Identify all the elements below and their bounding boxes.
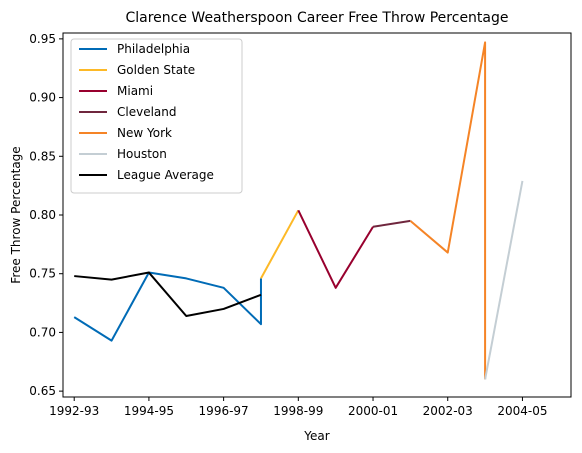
y-tick-label-2: 0.75 (29, 267, 56, 281)
x-tick-label-2: 1996-97 (199, 404, 249, 418)
series-line-6 (74, 271, 262, 317)
y-tick-label-3: 0.80 (29, 208, 56, 222)
x-tick-label-0: 1992-93 (49, 404, 99, 418)
x-axis-title: Year (303, 429, 329, 443)
legend-label-1: Golden State (117, 63, 195, 77)
legend-label-3: Cleveland (117, 105, 177, 119)
x-axis: 1992-93 1994-95 1996-97 1998-99 2000-01 2002-… (49, 397, 548, 418)
legend: Philadelphia Golden State Miami Cleveland Ne… (70, 38, 243, 194)
series-line-5 (484, 180, 524, 380)
series-line-3 (372, 219, 411, 228)
series-line-0 (73, 271, 262, 342)
x-tick-label-4: 2000-01 (348, 404, 398, 418)
y-axis-title: Free Throw Percentage (9, 146, 23, 283)
y-tick-label-5: 0.90 (29, 91, 56, 105)
chart-title: Clarence Weatherspoon Career Free Throw … (125, 10, 508, 26)
x-tick-label-6: 2004-05 (497, 404, 547, 418)
x-tick-label-3: 1998-99 (273, 404, 323, 418)
legend-label-2: Miami (117, 84, 153, 98)
y-tick-label-6: 0.95 (29, 32, 56, 46)
series-line-2 (297, 209, 374, 289)
y-tick-label-4: 0.85 (29, 149, 56, 163)
y-tick-label-0: 0.65 (29, 384, 56, 398)
legend-label-6: League Average (117, 168, 214, 182)
series-layer (73, 41, 524, 380)
legend-label-0: Philadelphia (117, 42, 190, 56)
legend-box (70, 38, 243, 194)
x-tick-label-5: 2002-03 (423, 404, 473, 418)
legend-label-5: Houston (117, 147, 167, 161)
legend-label-4: New York (117, 126, 172, 140)
series-line-1 (260, 209, 300, 279)
y-tick-label-1: 0.70 (29, 325, 56, 339)
series-line-4 (409, 41, 487, 380)
y-axis: 0.65 0.70 0.75 0.80 0.85 0.90 0.95 (29, 32, 63, 398)
x-tick-label-1: 1994-95 (124, 404, 174, 418)
